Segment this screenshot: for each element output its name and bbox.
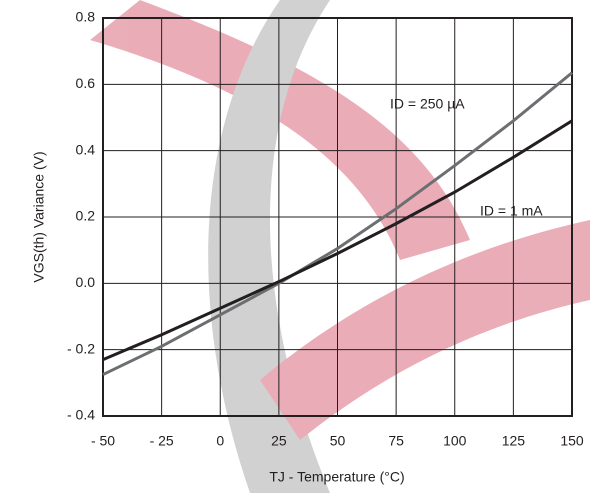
- series-line: [102, 71, 573, 376]
- x-tick-label: 75: [388, 433, 404, 449]
- x-tick-label: 100: [443, 433, 467, 449]
- series-line: [102, 119, 573, 361]
- x-tick-label: 0: [216, 433, 224, 449]
- plot-frame: [102, 17, 573, 417]
- x-tick-label: 125: [502, 433, 526, 449]
- y-tick-label: 0.0: [76, 274, 96, 290]
- y-tick-label: - 0.4: [67, 407, 95, 423]
- x-tick-label: 25: [271, 433, 287, 449]
- y-tick-label: 0.6: [76, 75, 96, 91]
- y-tick-label: 0.4: [76, 141, 96, 157]
- x-axis-label: TJ - Temperature (°C): [269, 469, 404, 485]
- watermark: [90, 0, 590, 493]
- x-tick-label: 150: [560, 433, 584, 449]
- y-axis-label: VGS(th) Variance (V): [31, 151, 47, 282]
- x-tick-label: - 50: [91, 433, 115, 449]
- x-tick-label: 50: [330, 433, 346, 449]
- y-tick-label: - 0.2: [67, 340, 95, 356]
- x-tick-label: - 25: [150, 433, 174, 449]
- y-tick-label: 0.8: [76, 9, 96, 25]
- series-label: ID = 1 mA: [480, 203, 543, 219]
- y-tick-label: 0.2: [76, 208, 96, 224]
- series-label: ID = 250 µA: [390, 96, 465, 112]
